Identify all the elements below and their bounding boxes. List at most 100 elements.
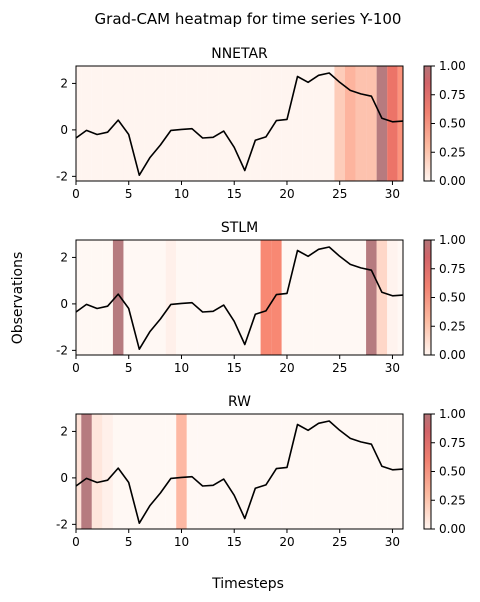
heatmap-cell [250, 66, 261, 181]
heatmap-cell [355, 240, 367, 355]
heatmap-cell [323, 66, 335, 181]
axes-frame [75, 65, 404, 182]
colorbar-tick-label: 0.25 [439, 145, 466, 159]
heatmap-cell [176, 414, 187, 529]
heatmap-cell [366, 240, 377, 355]
x-tick-label: 15 [227, 535, 242, 549]
figure-xlabel: Timesteps [211, 576, 284, 592]
x-tick-label: 15 [227, 187, 242, 201]
panel-title: NNETAR [211, 46, 268, 62]
heatmap-cell [313, 240, 324, 355]
heatmap-cell [344, 66, 356, 181]
heatmap-cell [218, 414, 229, 529]
heatmap-cell [76, 66, 82, 181]
heatmap-cell [91, 66, 103, 181]
heatmap-cell [228, 66, 240, 181]
heatmap-cell [155, 66, 166, 181]
y-tick-label: -2 [56, 343, 68, 357]
heatmap-cell [334, 240, 345, 355]
x-tick-label: 5 [125, 361, 133, 375]
x-tick-label: 5 [125, 187, 133, 201]
heatmap-cell [302, 240, 314, 355]
colorbar-tick-label: 0.75 [439, 88, 466, 102]
heatmap-cell [387, 414, 398, 529]
heatmap-cell [228, 414, 240, 529]
heatmap-cell [207, 240, 219, 355]
heatmap-cell [387, 240, 398, 355]
x-tick-label: 0 [72, 187, 80, 201]
heatmap-cell [81, 240, 92, 355]
colorbar-tick-label: 0.50 [439, 117, 466, 131]
heatmap-cell [323, 240, 335, 355]
heatmap-cell [260, 414, 272, 529]
heatmap-cell [176, 66, 187, 181]
y-tick-label: 0 [60, 297, 68, 311]
colorbar [423, 65, 432, 182]
heatmap-cell [76, 240, 82, 355]
heatmap-cell [366, 66, 377, 181]
x-tick-label: 30 [385, 187, 400, 201]
heatmap-cell [239, 240, 251, 355]
panel-stlm: STLM 0 5 10 15 20 25 30 -2 0 2 0.00 0.25 0.50 0.75 1.00 [56, 220, 466, 375]
heatmap-cell [397, 414, 403, 529]
heatmap-cell [112, 414, 124, 529]
heatmap-cell [281, 66, 293, 181]
series-line [75, 72, 404, 176]
heatmap-cell [134, 240, 145, 355]
heatmap-cell [281, 414, 293, 529]
heatmap-cell [228, 240, 240, 355]
heatmap-cell [144, 240, 156, 355]
heatmap-cell [260, 66, 272, 181]
panel-title: STLM [221, 220, 258, 236]
heatmap-cell [250, 414, 261, 529]
heatmap-cell [323, 414, 335, 529]
heatmap-cell [102, 240, 113, 355]
heatmap-cell [197, 414, 208, 529]
x-tick-label: 25 [332, 535, 347, 549]
heatmap-cell [376, 240, 388, 355]
panel-rw: RW 0 5 10 15 20 25 30 -2 0 2 0.00 0.25 0.50 0.75 1.00 [56, 394, 466, 549]
heatmap-cell [260, 240, 272, 355]
colorbar-tick-label: 0.00 [439, 348, 466, 362]
heatmap-cell [197, 240, 208, 355]
x-tick-label: 5 [125, 535, 133, 549]
heatmap-cell [207, 414, 219, 529]
heatmap-cell [366, 414, 377, 529]
heatmap-cell [355, 66, 367, 181]
heatmap-cell [123, 66, 135, 181]
heatmap-cell [397, 240, 403, 355]
heatmap-cell [271, 240, 282, 355]
panel-title: RW [228, 394, 251, 410]
colorbar-tick-label: 0.75 [439, 262, 466, 276]
heatmap-cell [376, 66, 388, 181]
heatmap-cell [281, 240, 293, 355]
x-tick-label: 10 [174, 187, 189, 201]
y-tick-label: 0 [60, 123, 68, 137]
colorbar [423, 239, 432, 356]
colorbar-tick-label: 1.00 [439, 407, 466, 421]
heatmap-cell [123, 414, 135, 529]
heatmap-cell [155, 240, 166, 355]
x-tick-label: 30 [385, 535, 400, 549]
heatmap-cell [186, 414, 198, 529]
heatmap-cell [112, 240, 124, 355]
heatmap-cell [334, 414, 345, 529]
heatmap-cell [176, 240, 187, 355]
x-tick-label: 20 [279, 535, 294, 549]
y-tick-label: -2 [56, 517, 68, 531]
heatmap-cell [165, 414, 177, 529]
colorbar-tick-label: 0.50 [439, 465, 466, 479]
x-tick-label: 20 [279, 361, 294, 375]
heatmap-cell [102, 66, 113, 181]
heatmap-cell [186, 66, 198, 181]
heatmap-cell [207, 66, 219, 181]
heatmap-cell [344, 414, 356, 529]
heatmap-cell [302, 66, 314, 181]
x-tick-label: 25 [332, 187, 347, 201]
y-tick-label: 0 [60, 471, 68, 485]
colorbar [423, 413, 432, 530]
x-tick-label: 20 [279, 187, 294, 201]
heatmap-cell [355, 414, 367, 529]
heatmap-cell [271, 414, 282, 529]
heatmap-cell [81, 414, 92, 529]
